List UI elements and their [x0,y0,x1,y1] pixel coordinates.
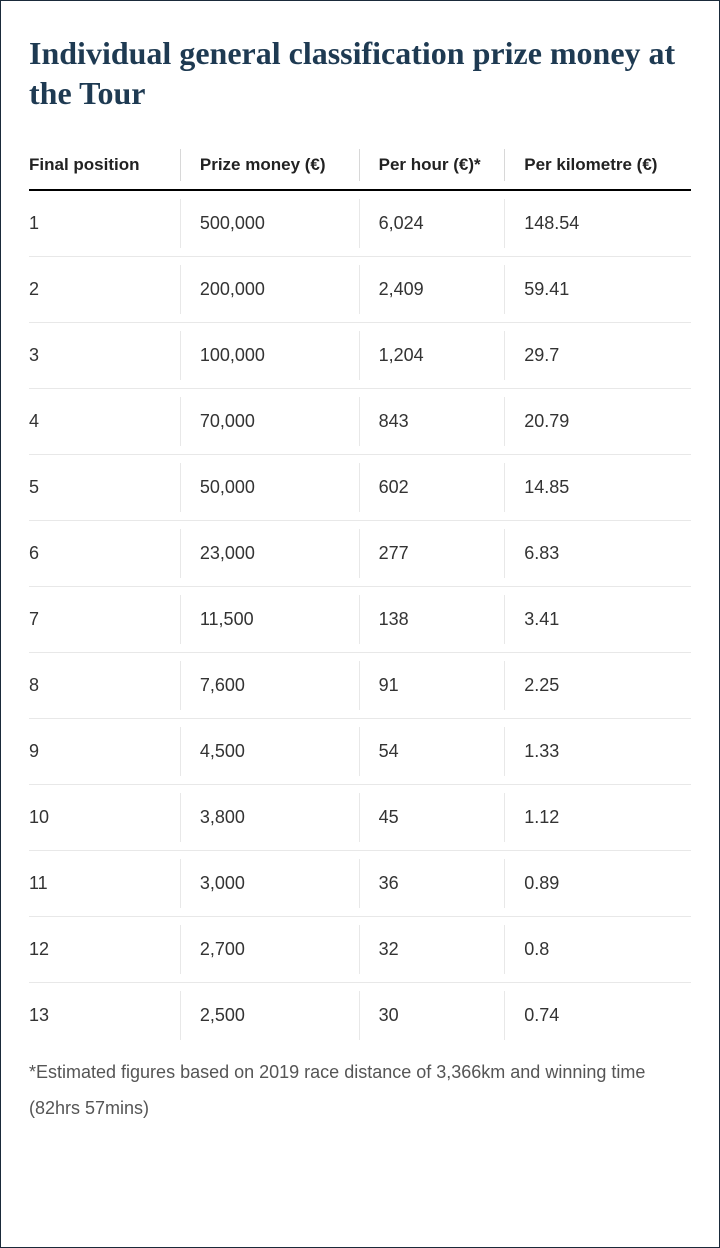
table-row: 87,600912.25 [29,653,691,719]
cell: 1,204 [367,323,513,389]
cell: 1.12 [512,785,691,851]
cell: 59.41 [512,257,691,323]
cell: 32 [367,917,513,983]
cell: 5 [29,455,188,521]
cell: 2,409 [367,257,513,323]
col-header: Prize money (€) [188,141,367,190]
cell: 0.89 [512,851,691,917]
cell: 602 [367,455,513,521]
footnote: *Estimated figures based on 2019 race di… [29,1054,691,1126]
cell: 500,000 [188,190,367,257]
cell: 843 [367,389,513,455]
cell: 45 [367,785,513,851]
table-card: Individual general classification prize … [0,0,720,1248]
cell: 30 [367,983,513,1049]
cell: 7 [29,587,188,653]
cell: 1 [29,190,188,257]
cell: 3.41 [512,587,691,653]
cell: 11,500 [188,587,367,653]
cell: 200,000 [188,257,367,323]
table-body: 1500,0006,024148.54 2200,0002,40959.41 3… [29,190,691,1048]
cell: 277 [367,521,513,587]
cell: 6.83 [512,521,691,587]
cell: 2 [29,257,188,323]
cell: 0.74 [512,983,691,1049]
col-header: Per hour (€)* [367,141,513,190]
cell: 50,000 [188,455,367,521]
table-row: 1500,0006,024148.54 [29,190,691,257]
table-row: 470,00084320.79 [29,389,691,455]
cell: 100,000 [188,323,367,389]
cell: 23,000 [188,521,367,587]
cell: 10 [29,785,188,851]
cell: 11 [29,851,188,917]
cell: 4 [29,389,188,455]
cell: 36 [367,851,513,917]
cell: 54 [367,719,513,785]
cell: 138 [367,587,513,653]
cell: 2,500 [188,983,367,1049]
table-row: 711,5001383.41 [29,587,691,653]
table-row: 113,000360.89 [29,851,691,917]
cell: 14.85 [512,455,691,521]
cell: 70,000 [188,389,367,455]
cell: 2.25 [512,653,691,719]
cell: 29.7 [512,323,691,389]
table-row: 103,800451.12 [29,785,691,851]
table-header-row: Final position Prize money (€) Per hour … [29,141,691,190]
cell: 8 [29,653,188,719]
cell: 2,700 [188,917,367,983]
table-row: 94,500541.33 [29,719,691,785]
cell: 4,500 [188,719,367,785]
col-header: Final position [29,141,188,190]
cell: 0.8 [512,917,691,983]
table-row: 2200,0002,40959.41 [29,257,691,323]
cell: 6 [29,521,188,587]
cell: 3,800 [188,785,367,851]
cell: 91 [367,653,513,719]
cell: 6,024 [367,190,513,257]
cell: 3,000 [188,851,367,917]
cell: 1.33 [512,719,691,785]
table-row: 623,0002776.83 [29,521,691,587]
cell: 7,600 [188,653,367,719]
table-row: 132,500300.74 [29,983,691,1049]
cell: 13 [29,983,188,1049]
cell: 148.54 [512,190,691,257]
cell: 9 [29,719,188,785]
cell: 20.79 [512,389,691,455]
col-header: Per kilometre (€) [512,141,691,190]
table-title: Individual general classification prize … [29,33,691,113]
table-row: 550,00060214.85 [29,455,691,521]
prize-table: Final position Prize money (€) Per hour … [29,141,691,1048]
table-row: 3100,0001,20429.7 [29,323,691,389]
cell: 3 [29,323,188,389]
cell: 12 [29,917,188,983]
table-row: 122,700320.8 [29,917,691,983]
